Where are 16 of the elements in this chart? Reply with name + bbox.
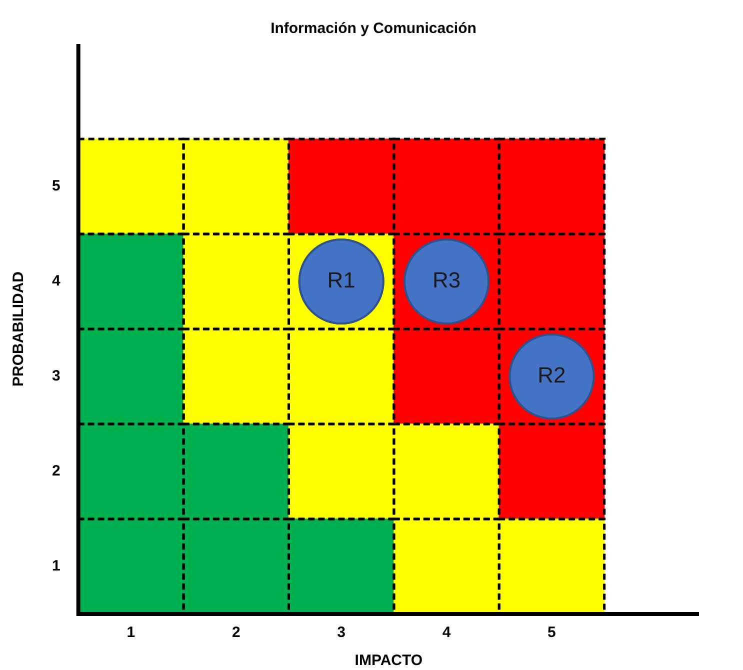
- annotation: R3: [432, 268, 461, 293]
- x-tick-label: 1: [126, 624, 136, 642]
- y-axis-title: PROBABILIDAD: [10, 271, 28, 386]
- x-tick-label: 4: [442, 624, 452, 642]
- x-tick-label: 2: [232, 624, 240, 642]
- x-axis-title: IMPACTO: [354, 652, 423, 670]
- chart-title: Información y Comunicación: [270, 20, 476, 38]
- y-tick-label: 3: [52, 368, 60, 385]
- annotation: R1: [327, 268, 356, 293]
- y-tick-label: 5: [52, 178, 60, 195]
- x-tick-label: 5: [548, 624, 556, 642]
- annotation: R2: [538, 362, 566, 388]
- y-tick-label: 1: [52, 558, 60, 575]
- y-tick-label: 4: [52, 272, 61, 290]
- x-tick-label: 3: [337, 624, 346, 642]
- y-tick-label: 2: [52, 462, 60, 480]
